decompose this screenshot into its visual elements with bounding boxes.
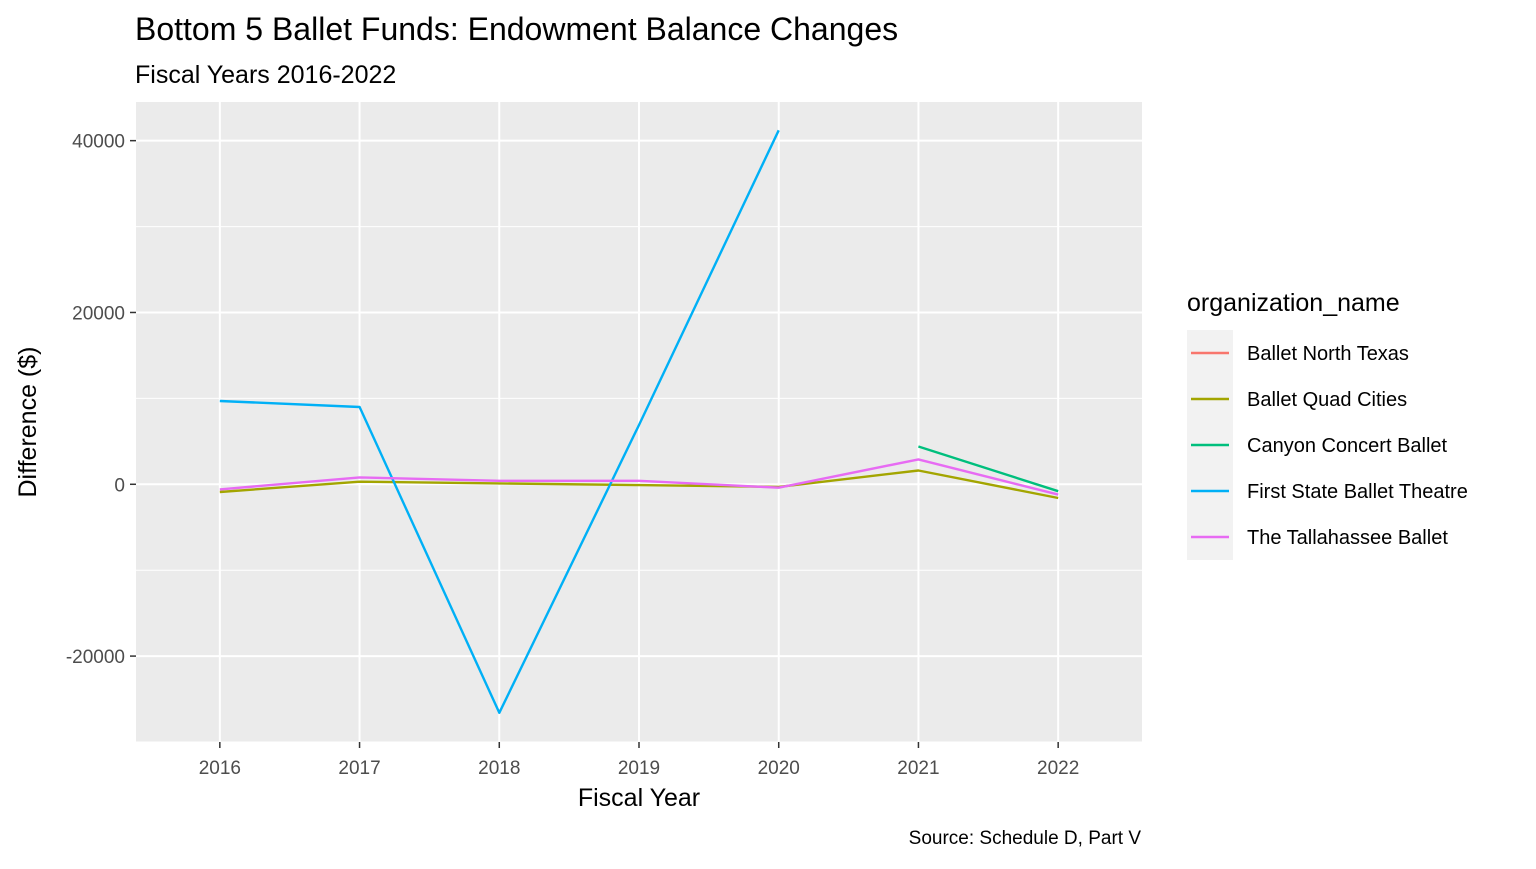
x-tick-label-1: 2017 xyxy=(338,758,380,779)
y-tick-label-1: 0 xyxy=(114,475,125,496)
y-tick-labels: -20000 0 20000 40000 xyxy=(66,132,125,668)
series-lines xyxy=(219,129,1059,714)
x-tick-label-6: 2022 xyxy=(1037,758,1079,779)
x-tick-labels: 2016 2017 2018 2019 2020 2021 2022 xyxy=(199,758,1080,779)
legend-label-4: The Tallahassee Ballet xyxy=(1247,527,1448,549)
y-tick-label-0: -20000 xyxy=(66,647,125,668)
grid-major xyxy=(136,102,1142,742)
series-line-3-0 xyxy=(219,129,780,714)
legend: Ballet North Texas Ballet Quad Cities Cany… xyxy=(1187,330,1468,560)
chart-title: Bottom 5 Ballet Funds: Endowment Balance… xyxy=(135,11,898,47)
x-tick-label-5: 2021 xyxy=(897,758,939,779)
legend-label-2: Canyon Concert Ballet xyxy=(1247,435,1448,457)
legend-label-0: Ballet North Texas xyxy=(1247,343,1409,365)
legend-label-1: Ballet Quad Cities xyxy=(1247,389,1407,411)
x-tick-label-3: 2019 xyxy=(618,758,660,779)
x-tick-label-0: 2016 xyxy=(199,758,241,779)
y-tick-label-2: 20000 xyxy=(72,303,125,324)
legend-title: organization_name xyxy=(1187,289,1400,317)
series-line-2-0 xyxy=(918,445,1059,493)
series-line-4-0 xyxy=(219,458,1059,496)
y-tick-label-3: 40000 xyxy=(72,132,125,153)
chart-caption: Source: Schedule D, Part V xyxy=(909,828,1142,849)
chart-subtitle: Fiscal Years 2016-2022 xyxy=(135,61,396,89)
legend-label-3: First State Ballet Theatre xyxy=(1247,481,1468,503)
x-axis-title: Fiscal Year xyxy=(578,784,700,812)
series-line-1-0 xyxy=(219,469,1059,500)
x-tick-label-4: 2020 xyxy=(758,758,800,779)
y-axis-title: Difference ($) xyxy=(14,347,42,498)
axis-ticks xyxy=(130,139,1059,748)
x-tick-label-2: 2018 xyxy=(478,758,520,779)
